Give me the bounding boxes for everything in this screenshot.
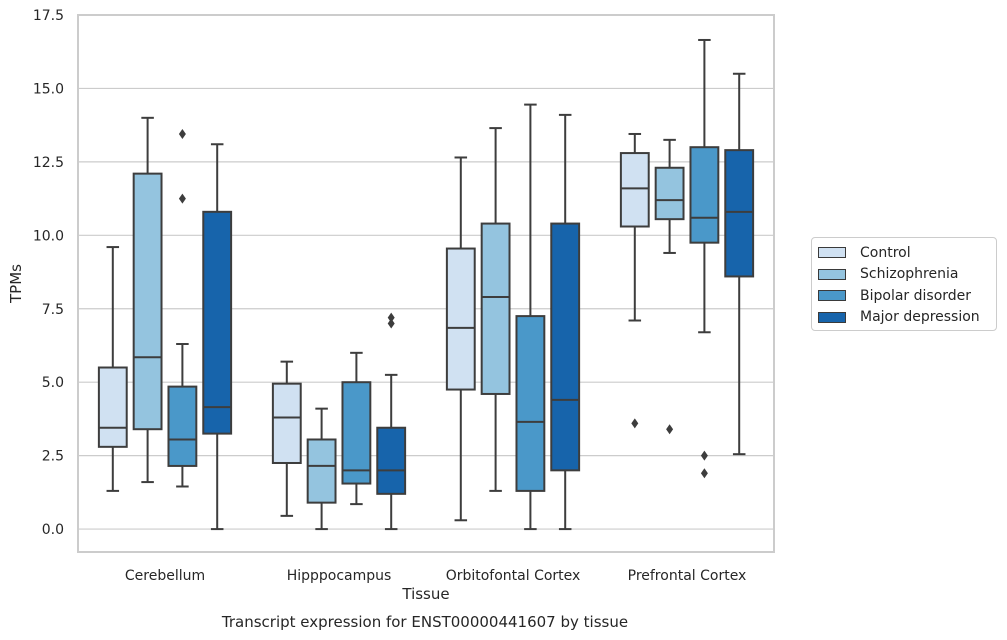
box-iqr (271, 382, 302, 464)
y-tick-label: 0.0 (42, 522, 64, 538)
legend-swatch (818, 290, 846, 302)
box-bipolar-disorder (515, 103, 546, 531)
box-control (619, 132, 650, 429)
box-iqr (376, 426, 407, 495)
box-iqr (306, 438, 337, 504)
x-tick-label: Cerebellum (125, 568, 205, 584)
box-control (271, 360, 302, 517)
outlier-point (700, 468, 708, 479)
outlier-point (631, 418, 639, 429)
box-major-depression (202, 143, 233, 531)
y-tick-label: 7.5 (42, 302, 64, 318)
box-iqr (689, 146, 720, 244)
x-tick-label: Prefrontal Cortex (628, 568, 747, 584)
legend-item: Major depression (818, 307, 996, 329)
outlier-point (387, 318, 395, 329)
box-major-depression (550, 113, 581, 531)
y-tick-label: 12.5 (33, 155, 64, 171)
y-tick-label: 15.0 (33, 81, 64, 97)
y-tick-label: 17.5 (33, 8, 64, 24)
box-iqr (341, 381, 372, 485)
box-control (445, 156, 476, 522)
box-iqr (202, 210, 233, 435)
outlier-point (178, 193, 186, 204)
outlier-point (178, 128, 186, 139)
box-iqr (619, 152, 650, 228)
box-iqr (515, 315, 546, 492)
legend-label: Schizophrenia (860, 266, 959, 283)
y-axis-title: TPMs (7, 264, 25, 304)
box-iqr (445, 247, 476, 391)
legend-label: Bipolar disorder (860, 287, 972, 304)
box-bipolar-disorder (341, 351, 372, 506)
x-tick-label: Orbitofontal Cortex (446, 568, 581, 584)
legend-swatch (818, 311, 846, 323)
box-major-depression (376, 312, 407, 531)
legend-swatch (818, 247, 846, 259)
box-major-depression (724, 72, 755, 456)
outlier-point (666, 424, 674, 435)
box-iqr (480, 222, 511, 395)
x-tick-label: Hipppocampus (287, 568, 392, 584)
box-schizophrenia (306, 407, 337, 531)
y-tick-label: 2.5 (42, 449, 64, 465)
x-axis-title: Tissue (401, 585, 449, 603)
box-bipolar-disorder (689, 38, 720, 479)
box-iqr (724, 149, 755, 278)
box-iqr (654, 166, 685, 221)
legend-swatch (818, 268, 846, 280)
legend-item: Bipolar disorder (818, 285, 996, 307)
legend-label: Major depression (860, 309, 980, 326)
legend: Control Schizophrenia Bipolar disorder Majo… (811, 237, 997, 331)
box-iqr (550, 222, 581, 472)
box-iqr (167, 385, 198, 467)
legend-label: Control (860, 244, 911, 261)
legend-item: Control (818, 242, 996, 264)
outlier-point (387, 312, 395, 323)
box-bipolar-disorder (167, 128, 198, 488)
plot-frame (77, 14, 775, 553)
box-schizophrenia (480, 127, 511, 492)
box-schizophrenia (654, 138, 685, 435)
legend-item: Schizophrenia (818, 264, 996, 286)
box-iqr (97, 366, 128, 448)
chart-caption: Transcript expression for ENST0000044160… (221, 613, 628, 631)
box-schizophrenia (132, 116, 163, 484)
outlier-point (700, 450, 708, 461)
y-tick-label: 5.0 (42, 375, 64, 391)
y-tick-label: 10.0 (33, 228, 64, 244)
box-control (97, 246, 128, 492)
box-iqr (132, 172, 163, 431)
